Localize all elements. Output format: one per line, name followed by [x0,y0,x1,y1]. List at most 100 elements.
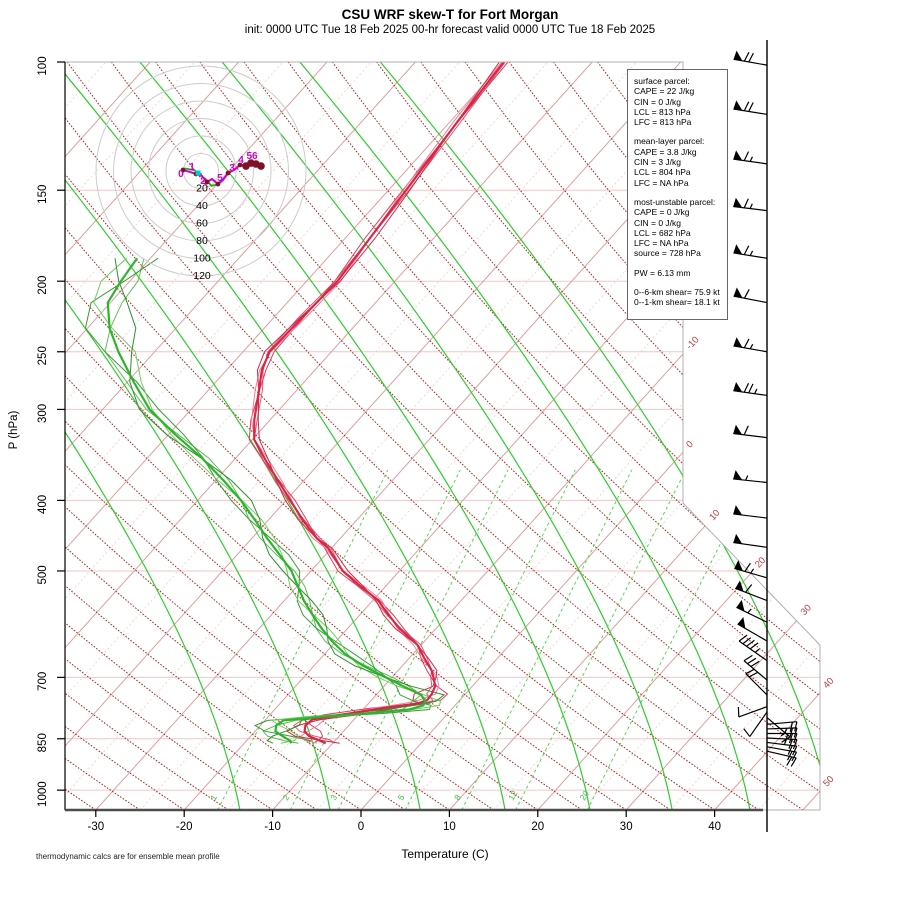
info-line: PW = 6.13 mm [634,267,691,278]
p-tick-label: 400 [37,495,49,514]
mixing-ratio-label: 2 [280,793,291,803]
p-tick-label: 300 [37,404,49,423]
x-axis-label: Temperature (C) [401,847,489,861]
hodograph-ring-label: 40 [196,200,208,212]
info-line: LFC = 813 hPa [634,117,692,128]
hodograph-ring [130,100,272,242]
wind-barb [733,244,768,259]
p-tick-label: 200 [37,276,49,295]
p-tick-label: 1000 [37,781,49,807]
wind-barb [733,470,768,484]
page-title: CSU WRF skew-T for Fort Morgan [341,7,559,22]
hodograph-ring [95,65,307,277]
hodograph-height-label: 2 [200,176,206,187]
wind-barb [734,560,768,579]
info-line: 0--1-km shear= 18.1 kt [634,297,720,308]
isotherm-label: 40 [821,676,836,691]
hodograph-ring [165,135,237,207]
hodograph-km-dot [225,170,231,176]
wind-barb [766,737,798,750]
wind-barb [733,533,768,548]
wind-barb [737,706,768,718]
wind-barb [733,197,768,212]
info-line: LCL = 804 hPa [634,167,691,178]
x-tick-label: 20 [531,821,544,833]
p-tick-label: 150 [37,185,49,204]
isotherm-label: 10 [707,508,722,523]
isotherm-label: 30 [799,603,814,618]
hodograph-ring [148,118,254,224]
hodograph-height-label: 56 [246,151,258,162]
hodograph-ring-label: 80 [196,235,208,247]
info-block: PW = 6.13 mm [634,268,727,278]
x-tick-label: -30 [87,821,104,833]
info-line: surface parcel: [634,76,690,86]
hodograph-ring [113,83,289,259]
info-line: CIN = 0 J/kg [634,217,682,228]
y-axis-label: P (hPa) [8,410,20,450]
hodograph-km-dot [204,179,210,185]
wind-barb [733,505,768,519]
info-line: source = 728 hPa [634,248,701,259]
wind-barb [736,599,768,623]
isotherm-label: 0 [684,439,696,450]
skewt-background [65,62,820,810]
wind-barb [733,424,768,439]
info-block: 0--6-km shear= 75.9 kt 0--1-km shear= 18.… [634,287,727,308]
hodograph-height-label: 0 [178,169,184,180]
mixing-ratio-label: 5 [395,793,406,803]
hodograph-km-dot [237,162,243,168]
isotherm-label: -10 [684,334,701,352]
info-line: CAPE = 3.8 J/kg [634,146,697,157]
info-line: LCL = 813 hPa [634,106,691,117]
mixing-ratio-label: 8 [452,793,463,803]
wind-barb [735,580,768,602]
p-tick-label: 250 [37,346,49,365]
wind-barb [733,381,768,396]
p-tick-label: 850 [37,733,49,752]
wind-barb [733,287,768,304]
wind-barb [743,711,768,737]
x-tick-label: 10 [443,821,456,833]
info-line: most-unstable parcel: [634,196,716,207]
wind-barb [766,746,798,762]
wind-barb [733,337,768,353]
wind-barb [738,634,768,662]
temperature-member [250,62,503,744]
p-tick-label: 100 [37,56,49,75]
hodograph-height-label: 4 [238,155,244,166]
x-tick-label: -10 [264,821,281,833]
mixing-ratio-label: 1 [208,793,219,803]
hodograph-height-label: 5 [217,173,223,184]
info-line: LFC = NA hPa [634,177,689,188]
info-line: LCL = 682 hPa [634,227,691,238]
wind-barb [743,654,768,681]
dewpoint-profile-mean [106,257,427,744]
wind-barb [766,750,797,767]
x-tick-label: 30 [620,821,633,833]
isotherm-label: 50 [821,774,836,789]
wind-barb [766,727,798,738]
wind-barb [733,100,768,115]
isotherm-label: 20 [753,555,768,570]
info-line: LFC = NA hPa [634,238,689,249]
wind-barb [733,50,768,66]
wind-barb [737,616,768,642]
info-line: mean-layer parcel: [634,136,705,147]
info-block: mean-layer parcel: CAPE = 3.8 J/kg CIN = 3… [634,136,727,187]
hodograph-height-label: 3 [229,163,235,174]
hodograph-cyan-marker [195,170,201,176]
hodograph-height-label: 1 [189,162,195,173]
info-line: CIN = 0 J/kg [634,96,682,107]
dewpoint-member [93,257,442,744]
hodograph-ring-label: 60 [196,218,208,230]
hodograph-km-dot [215,181,221,187]
p-tick-label: 700 [37,672,49,691]
wind-barb [745,668,768,696]
parcel-info-box: surface parcel: CAPE = 22 J/kg CIN = 0 J/k… [627,69,728,320]
hodograph-ring-label: 100 [193,253,211,265]
info-line: CIN = 3 J/kg [634,157,682,168]
page-subtitle: init: 0000 UTC Tue 18 Feb 2025 00-hr for… [244,24,656,36]
